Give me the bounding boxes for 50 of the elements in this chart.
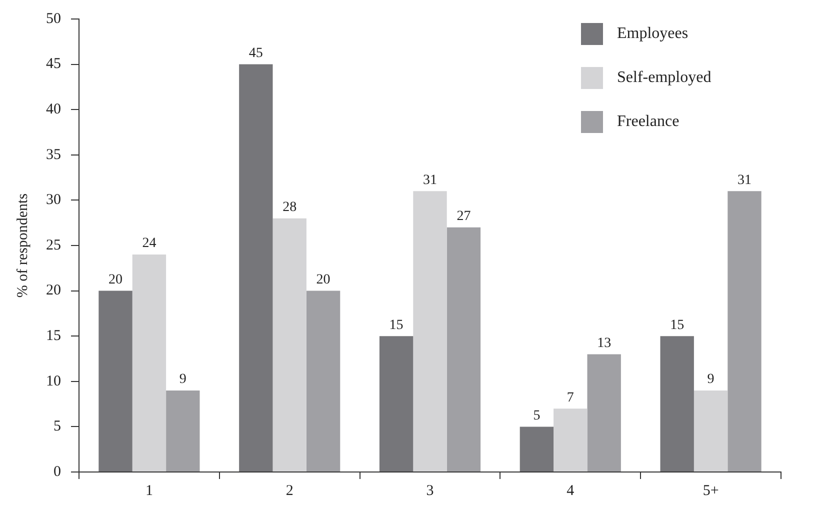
data-label: 31 [423,172,437,188]
bar [306,290,340,472]
y-axis-title: % of respondents [14,193,31,298]
y-tick-label: 50 [46,10,61,27]
bar [694,390,728,472]
legend-label: Self-employed [617,69,712,86]
bar [660,336,694,472]
data-label: 15 [670,318,684,333]
data-label: 9 [179,372,186,388]
data-label: 9 [707,372,714,388]
bar [272,218,306,472]
y-tick-label: 30 [46,192,61,208]
data-label: 28 [282,200,297,215]
y-tick-label: 35 [46,146,61,163]
bar [98,290,132,472]
x-tick-label: 2 [286,482,294,499]
data-label: 7 [566,390,574,406]
y-tick-label: 5 [54,418,61,435]
y-tick-label: 25 [46,237,61,254]
data-label: 27 [456,209,471,224]
bar [239,64,273,472]
bar [728,191,762,472]
y-tick-label: 15 [46,328,61,344]
data-label: 24 [142,236,156,252]
data-label: 31 [737,172,752,188]
y-tick-label: 0 [54,464,61,480]
legend-label: Employees [617,25,688,42]
x-tick-label: 4 [566,482,575,499]
legend-label: Freelance [617,113,680,130]
y-tick-label: 45 [46,56,61,72]
bar [413,191,447,472]
bar [554,408,588,472]
bar [166,390,200,472]
x-tick-label: 1 [145,482,153,499]
x-tick-label: 5+ [702,482,719,499]
data-label: 13 [597,336,612,351]
data-label: 5 [533,408,540,424]
bar [587,354,621,472]
bar [132,254,166,472]
data-label: 15 [389,318,404,333]
data-label: 45 [248,46,263,61]
y-tick-label: 40 [46,102,61,118]
bar [379,336,414,472]
y-tick-label: 10 [46,373,61,390]
bar [446,227,481,472]
y-tick-label: 20 [46,282,61,299]
x-tick-label: 3 [426,482,434,499]
bar [520,426,554,472]
data-label: 20 [108,272,123,288]
data-label: 20 [316,272,330,288]
